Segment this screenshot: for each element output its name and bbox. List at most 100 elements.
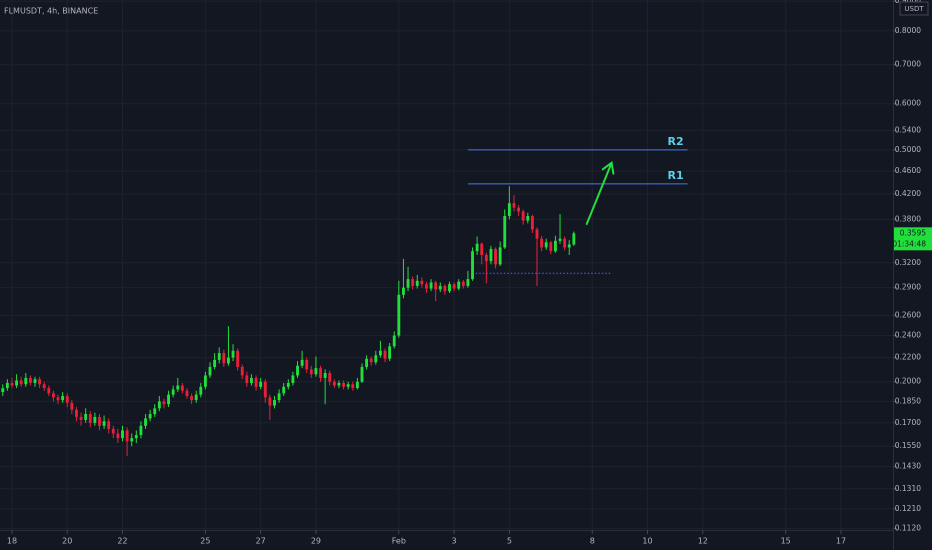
- candle-body: [429, 282, 433, 289]
- candle-body: [111, 428, 115, 434]
- candle-body: [309, 369, 313, 375]
- y-tick-label: 0.4200: [895, 189, 921, 198]
- candle-body: [498, 247, 502, 265]
- candle-body: [402, 287, 405, 295]
- candle-body: [397, 294, 401, 336]
- candle-body: [471, 251, 474, 280]
- y-tick-label: 0.1850: [895, 396, 921, 405]
- resistance-label: R2: [667, 135, 683, 148]
- candle-body: [144, 418, 147, 426]
- candle-body: [507, 203, 511, 216]
- candle-body: [51, 393, 55, 398]
- candle-body: [167, 394, 170, 405]
- y-tick-label: 0.3200: [895, 258, 921, 267]
- candle-body: [116, 433, 120, 439]
- x-tick-label: 5: [507, 537, 512, 546]
- candle-body: [319, 368, 322, 378]
- candle-body: [148, 414, 152, 419]
- candle-body: [236, 350, 240, 367]
- x-tick-label: 12: [698, 537, 708, 546]
- candle-body: [355, 381, 359, 389]
- currency: USDT: [904, 5, 924, 13]
- x-tick-label: 10: [642, 537, 652, 546]
- y-tick-label: 0.2200: [895, 353, 921, 362]
- candle-body: [553, 240, 557, 252]
- candle-body: [305, 359, 309, 370]
- y-tick-label: 0.1700: [895, 418, 921, 427]
- candle-body: [521, 211, 525, 221]
- last-price-box: [894, 227, 932, 251]
- candle-body: [328, 372, 332, 382]
- x-tick-label: 17: [836, 537, 846, 546]
- candle-body: [176, 385, 180, 390]
- candle-body: [268, 397, 272, 406]
- currency-box: [899, 1, 929, 16]
- candle-body: [19, 380, 23, 385]
- y-tick-label: 0.4600: [895, 166, 921, 175]
- axes: 0.90000.80000.70000.60000.54000.50000.46…: [7, 0, 932, 546]
- y-tick-label: 0.1550: [895, 441, 921, 450]
- candle-body: [157, 401, 161, 409]
- candle-body: [567, 244, 571, 248]
- y-tick-label: 0.2600: [895, 310, 921, 319]
- candle-body: [332, 381, 336, 386]
- candle-body: [273, 400, 276, 406]
- candle-body: [291, 375, 295, 383]
- last-price-label: 0.3595: [900, 228, 926, 237]
- candle-body: [42, 384, 46, 389]
- candle-body: [503, 215, 507, 248]
- candle-body: [438, 285, 442, 290]
- candle-body: [185, 390, 189, 397]
- x-tick-label: 15: [781, 537, 791, 546]
- candle-body: [88, 414, 92, 423]
- candle-body: [392, 335, 396, 347]
- candle-body: [411, 279, 415, 286]
- candle-body: [213, 359, 217, 367]
- candle-body: [517, 207, 521, 212]
- candle-body: [452, 284, 456, 289]
- candle-body: [121, 430, 124, 439]
- candle-body: [162, 401, 166, 405]
- x-tick-label: 8: [590, 537, 595, 546]
- candle-body: [33, 379, 37, 383]
- candle-body: [282, 386, 286, 394]
- y-tick-label: 0.3800: [895, 214, 921, 223]
- candle-body: [300, 359, 304, 366]
- candle-body: [277, 393, 281, 401]
- candle-body: [222, 353, 226, 364]
- candle-body: [563, 238, 567, 248]
- candle-body: [365, 358, 369, 367]
- grid: [0, 0, 893, 530]
- candle-body: [383, 350, 387, 359]
- candle-body: [125, 430, 129, 442]
- y-tick-label: 0.1430: [895, 462, 921, 471]
- candle-body: [98, 416, 101, 426]
- y-tick-label: 0.5000: [895, 145, 921, 154]
- candle-body: [494, 248, 497, 265]
- candle-body: [406, 279, 410, 288]
- candle-body: [47, 388, 51, 394]
- candle-body: [254, 377, 258, 387]
- candle-body: [130, 438, 134, 442]
- x-tick-label: 22: [117, 537, 127, 546]
- candle-body: [240, 366, 244, 376]
- y-tick-label: 0.2000: [895, 377, 921, 386]
- candle-body: [369, 358, 373, 363]
- candle-body: [24, 377, 28, 385]
- candle-body: [217, 353, 221, 360]
- candle-body: [314, 368, 318, 375]
- candle-body: [388, 346, 392, 359]
- candle-body: [79, 416, 83, 420]
- candle-body: [448, 284, 451, 292]
- candle-body: [75, 409, 78, 417]
- candle-body: [466, 279, 470, 286]
- candle-body: [245, 375, 249, 383]
- x-tick-label: 3: [452, 537, 457, 546]
- y-tick-label: 0.2400: [895, 331, 921, 340]
- x-tick-label: 25: [200, 537, 210, 546]
- candle-body: [558, 238, 562, 241]
- y-tick-label: 0.1120: [895, 523, 921, 532]
- candle-body: [443, 285, 447, 292]
- candle-body: [199, 386, 203, 395]
